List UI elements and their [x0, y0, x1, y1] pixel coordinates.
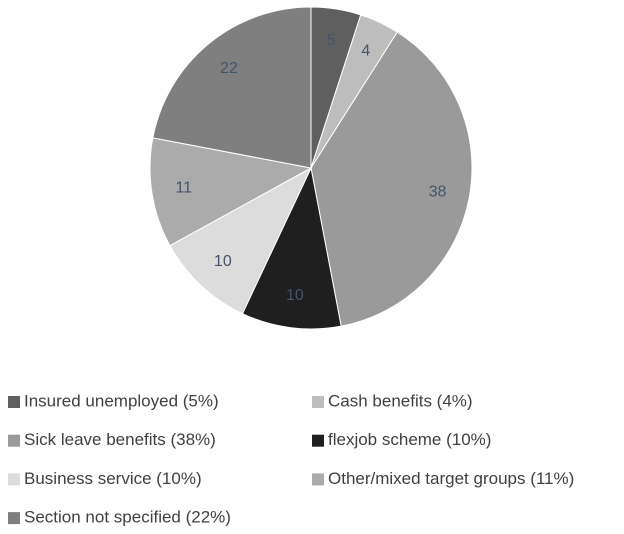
pie-slice	[310, 31, 473, 327]
data-label: 5	[327, 32, 336, 49]
data-label: 4	[361, 43, 370, 60]
legend-swatch	[8, 434, 20, 447]
legend-label: Other/mixed target groups (11%)	[328, 469, 574, 488]
data-label: 22	[220, 60, 238, 77]
pie-slice	[152, 6, 312, 169]
pie-slice	[149, 137, 313, 247]
legend-label: flexjob scheme (10%)	[328, 430, 491, 449]
legend-swatch	[8, 512, 20, 525]
legend-label: Cash benefits (4%)	[328, 391, 473, 410]
data-label: 10	[286, 287, 304, 304]
legend-swatch	[312, 473, 324, 486]
data-label: 10	[214, 253, 232, 270]
legend-label: Section not specified (22%)	[24, 508, 231, 527]
legend-swatch	[312, 434, 324, 447]
pie-slice	[169, 166, 313, 315]
legend-swatch	[8, 396, 20, 408]
data-label: 38	[429, 183, 447, 200]
legend-swatch	[312, 396, 324, 408]
legend-label: Business service (10%)	[24, 469, 202, 488]
legend-label: Sick leave benefits (38%)	[24, 430, 216, 449]
legend-swatch	[8, 473, 20, 486]
legend-label: Insured unemployed (5%)	[24, 391, 219, 410]
data-label: 11	[175, 179, 192, 196]
pie-slice	[241, 166, 342, 330]
